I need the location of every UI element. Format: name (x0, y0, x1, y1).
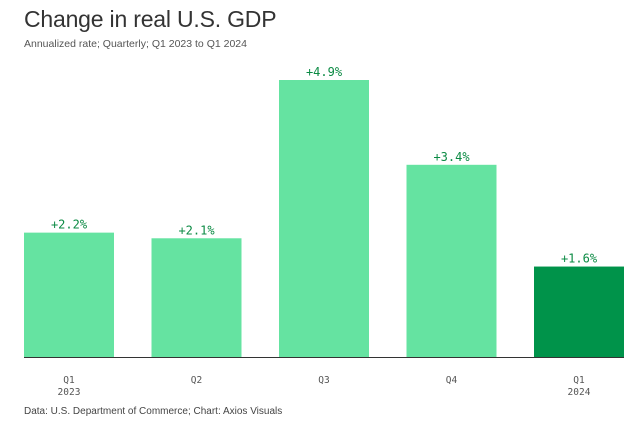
bar-q1-5 (534, 266, 624, 357)
x-tick-year-label: 2023 (58, 387, 81, 398)
bar-q3-3 (279, 80, 369, 357)
x-tick-label: Q1 (573, 375, 585, 386)
data-label: +1.6% (561, 252, 598, 266)
x-tick-year-label: 2024 (568, 387, 591, 398)
chart-subtitle: Annualized rate; Quarterly; Q1 2023 to Q… (24, 38, 247, 50)
bar-q2-2 (151, 238, 242, 357)
source-note: Data: U.S. Department of Commerce; Chart… (24, 406, 283, 417)
chart-title: Change in real U.S. GDP (24, 6, 277, 32)
x-tick-label: Q2 (191, 375, 202, 386)
x-tick-label: Q3 (318, 375, 329, 386)
data-label: +3.4% (433, 150, 470, 164)
data-label: +4.9% (306, 65, 343, 79)
bar-q4-4 (406, 164, 497, 357)
x-tick-label: Q1 (63, 375, 75, 386)
data-label: +2.1% (178, 223, 215, 237)
x-tick-label: Q4 (446, 375, 458, 386)
bar-q1-1 (24, 232, 114, 357)
data-label: +2.2% (51, 218, 88, 232)
